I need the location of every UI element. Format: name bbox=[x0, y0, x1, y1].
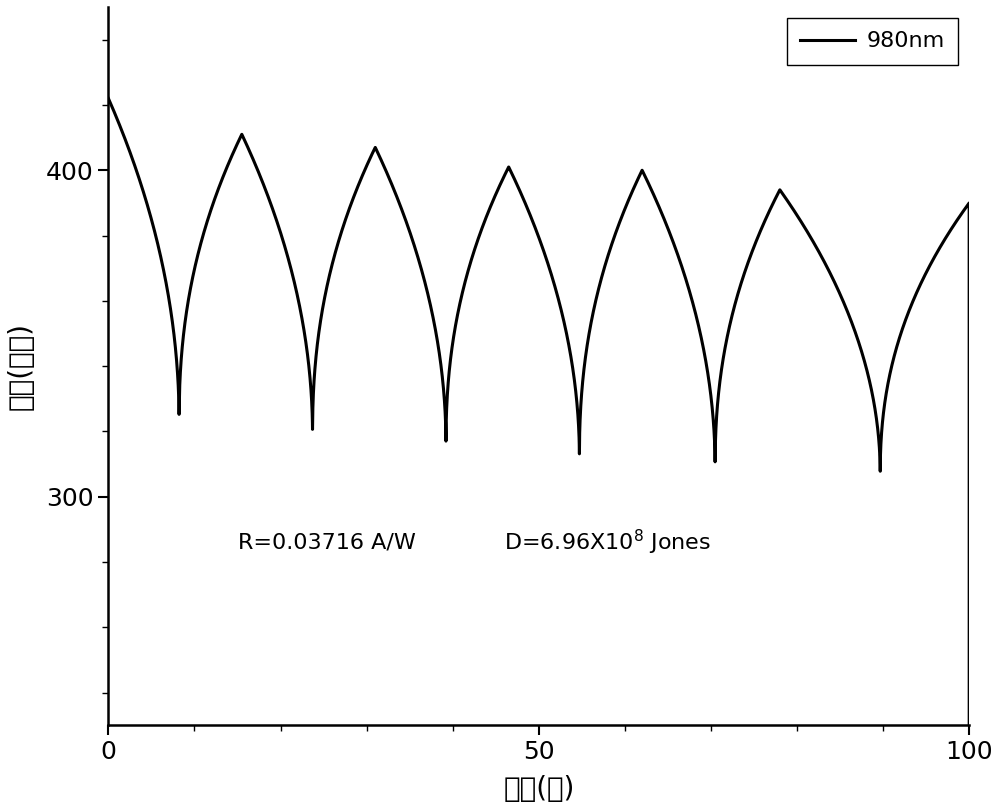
Text: D=6.96X10$^{8}$ Jones: D=6.96X10$^{8}$ Jones bbox=[504, 527, 711, 556]
Text: R=0.03716 A/W: R=0.03716 A/W bbox=[238, 532, 415, 552]
Legend: 980nm: 980nm bbox=[787, 18, 958, 65]
X-axis label: 时间(秒): 时间(秒) bbox=[503, 775, 575, 803]
Y-axis label: 电流(微安): 电流(微安) bbox=[7, 322, 35, 410]
